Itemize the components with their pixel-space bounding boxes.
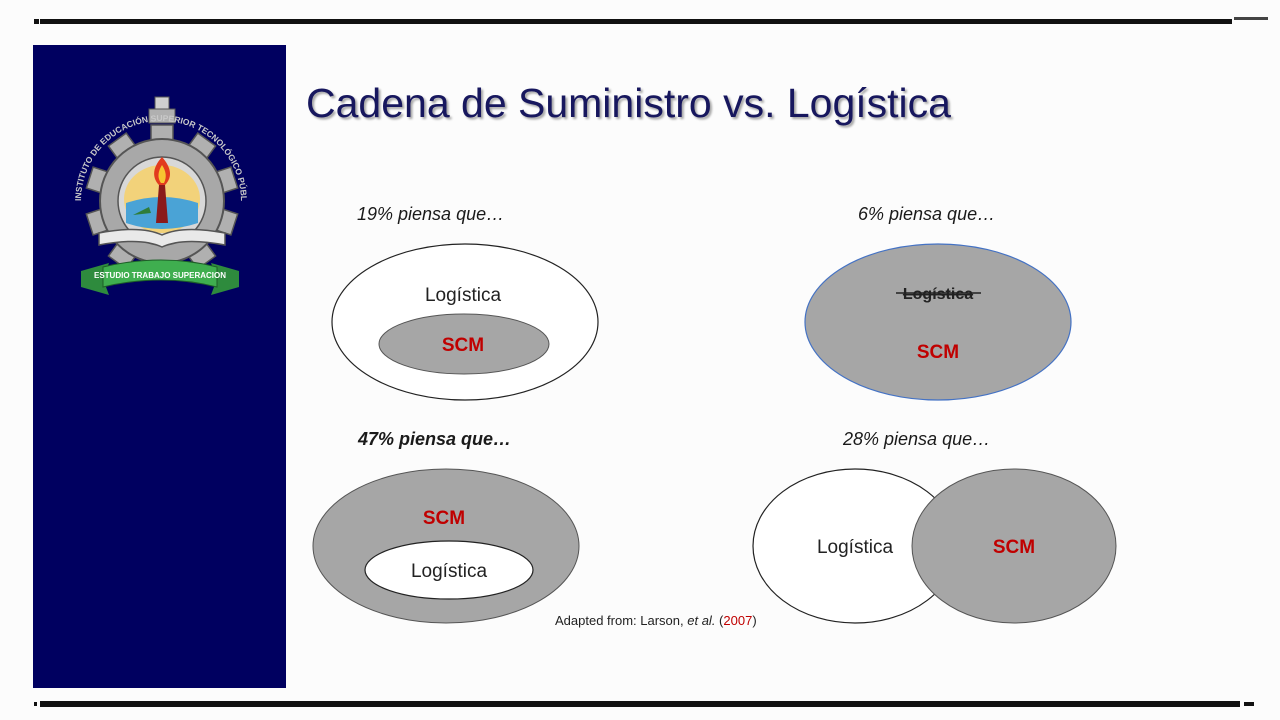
logistica-label: Logística	[411, 561, 487, 582]
panel-3-diagram: SCM Logística	[312, 468, 580, 624]
scm-ellipse	[804, 243, 1072, 401]
scm-inner-ellipse	[378, 313, 550, 375]
logistica-struck-label: Logística	[903, 286, 973, 303]
source-etal: et al.	[687, 613, 716, 628]
scm-label: SCM	[423, 508, 465, 529]
source-close: )	[752, 613, 757, 628]
logistica-label: Logística	[817, 537, 893, 558]
panel-4-label: 28% piensa que…	[843, 429, 991, 449]
top-rule	[40, 19, 1232, 24]
logistica-inner-ellipse	[364, 540, 534, 600]
panel-1-label: 19% piensa que…	[357, 204, 505, 224]
source-open: (	[715, 613, 724, 628]
scm-label: SCM	[442, 335, 484, 356]
bottom-rule-dash	[1244, 702, 1254, 706]
sidebar-panel: INSTITUTO DE EDUCACIÓN SUPERIOR TECNOLÓG…	[33, 45, 286, 688]
panel-3-label: 47% piensa que…	[358, 429, 512, 449]
panel-1-diagram: Logística SCM	[331, 243, 599, 401]
panel-2-label: 6% piensa que…	[858, 204, 996, 224]
top-rule-dash	[34, 19, 39, 24]
emblem-ribbon-text: ESTUDIO TRABAJO SUPERACION	[94, 271, 226, 280]
book-icon	[98, 228, 226, 248]
top-rule-right	[1234, 17, 1268, 20]
torch-scene-icon	[124, 157, 200, 233]
ribbon-icon	[81, 259, 239, 295]
scm-ellipse	[911, 468, 1117, 624]
source-citation: Adapted from: Larson, et al. (2007)	[555, 613, 757, 628]
bottom-rule-dash-left	[34, 702, 37, 706]
source-prefix: Adapted from: Larson,	[555, 613, 688, 628]
logistica-label: Logística	[425, 285, 501, 306]
institute-gear-torch-emblem-icon: INSTITUTO DE EDUCACIÓN SUPERIOR TECNOLÓG…	[51, 73, 249, 295]
scm-label: SCM	[917, 342, 959, 363]
tower-icon	[148, 96, 176, 124]
bottom-rule	[40, 701, 1240, 707]
source-year: 2007	[723, 613, 753, 628]
panel-4-diagram: Logística SCM	[752, 468, 1117, 624]
panel-2-diagram: Logística SCM	[804, 243, 1072, 401]
scm-label: SCM	[993, 537, 1035, 558]
slide-title: Cadena de Suministro vs. Logística	[306, 80, 951, 126]
